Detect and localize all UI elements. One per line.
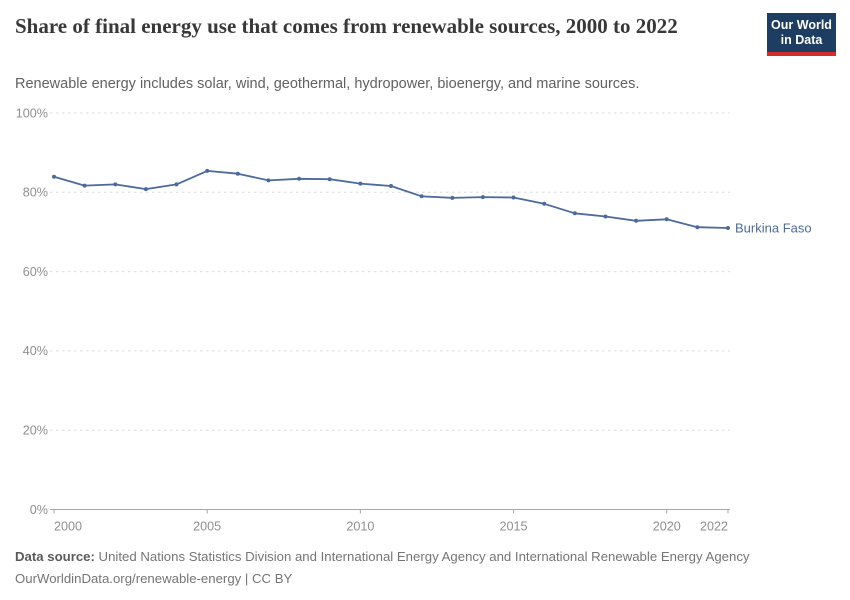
data-point [266, 178, 271, 183]
owid-logo-line2: in Data [780, 33, 823, 47]
data-point [113, 182, 118, 187]
data-point [327, 177, 332, 182]
data-point [450, 195, 455, 200]
chart-plot-area[interactable] [50, 113, 728, 510]
data-point [235, 171, 240, 176]
x-tick-label: 2015 [500, 520, 528, 534]
data-point [52, 174, 56, 179]
data-point [205, 168, 210, 173]
y-tick-label: 40% [23, 344, 48, 358]
data-point [143, 187, 148, 192]
y-tick-label: 100% [16, 106, 48, 120]
data-source-line: Data source: United Nations Statistics D… [15, 546, 835, 568]
data-source-label: Data source: [15, 549, 95, 564]
y-tick-label: 20% [23, 424, 48, 438]
data-point [664, 217, 669, 222]
data-source-text: United Nations Statistics Division and I… [94, 549, 750, 564]
owid-logo-line1: Our World [771, 18, 832, 32]
data-point [572, 211, 577, 216]
y-tick-label: 0% [30, 503, 48, 517]
data-point [389, 184, 393, 188]
data-point [695, 225, 700, 230]
chart-title: Share of final energy use that comes fro… [15, 14, 678, 38]
data-point [297, 176, 302, 181]
x-tick-label: 2022 [700, 520, 728, 534]
data-point [542, 201, 547, 206]
x-tick-label: 2020 [653, 520, 681, 534]
chart-subtitle: Renewable energy includes solar, wind, g… [15, 76, 640, 92]
y-tick-label: 60% [23, 265, 48, 279]
owid-logo: Our World in Data [767, 13, 836, 56]
data-point [82, 183, 87, 188]
data-point [419, 194, 424, 199]
data-point [603, 214, 608, 219]
data-point [480, 195, 485, 200]
data-point [358, 181, 363, 186]
x-tick-label: 2005 [193, 520, 221, 534]
x-tick-label: 2000 [54, 520, 82, 534]
data-point [634, 218, 639, 223]
data-point [726, 226, 730, 230]
x-tick-label: 2010 [346, 520, 374, 534]
series-end-label[interactable]: Burkina Faso [735, 220, 812, 235]
chart-footer: Data source: United Nations Statistics D… [15, 546, 835, 590]
data-point [511, 195, 516, 200]
footer-link-line: OurWorldinData.org/renewable-energy | CC… [15, 571, 293, 586]
y-tick-label: 80% [23, 186, 48, 200]
data-point [174, 182, 179, 187]
